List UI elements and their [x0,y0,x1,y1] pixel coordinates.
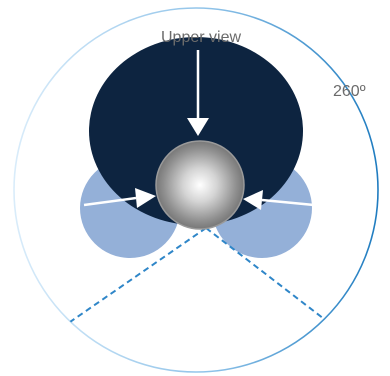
arrows [83,50,315,210]
sphere-icon [155,140,245,230]
left-arrow-icon [135,188,156,208]
angle-line-left [69,227,207,323]
right-arrow-icon [243,190,263,210]
coverage-ring [13,7,379,373]
right-arrow-shaft [261,198,315,207]
angle-label: 260º [333,83,366,100]
left-arrow-shaft [83,196,137,207]
top-arrow-icon [187,118,209,136]
angle-line-right [205,227,329,323]
view-label: Upper view [161,29,241,46]
angle-lines [69,227,329,323]
